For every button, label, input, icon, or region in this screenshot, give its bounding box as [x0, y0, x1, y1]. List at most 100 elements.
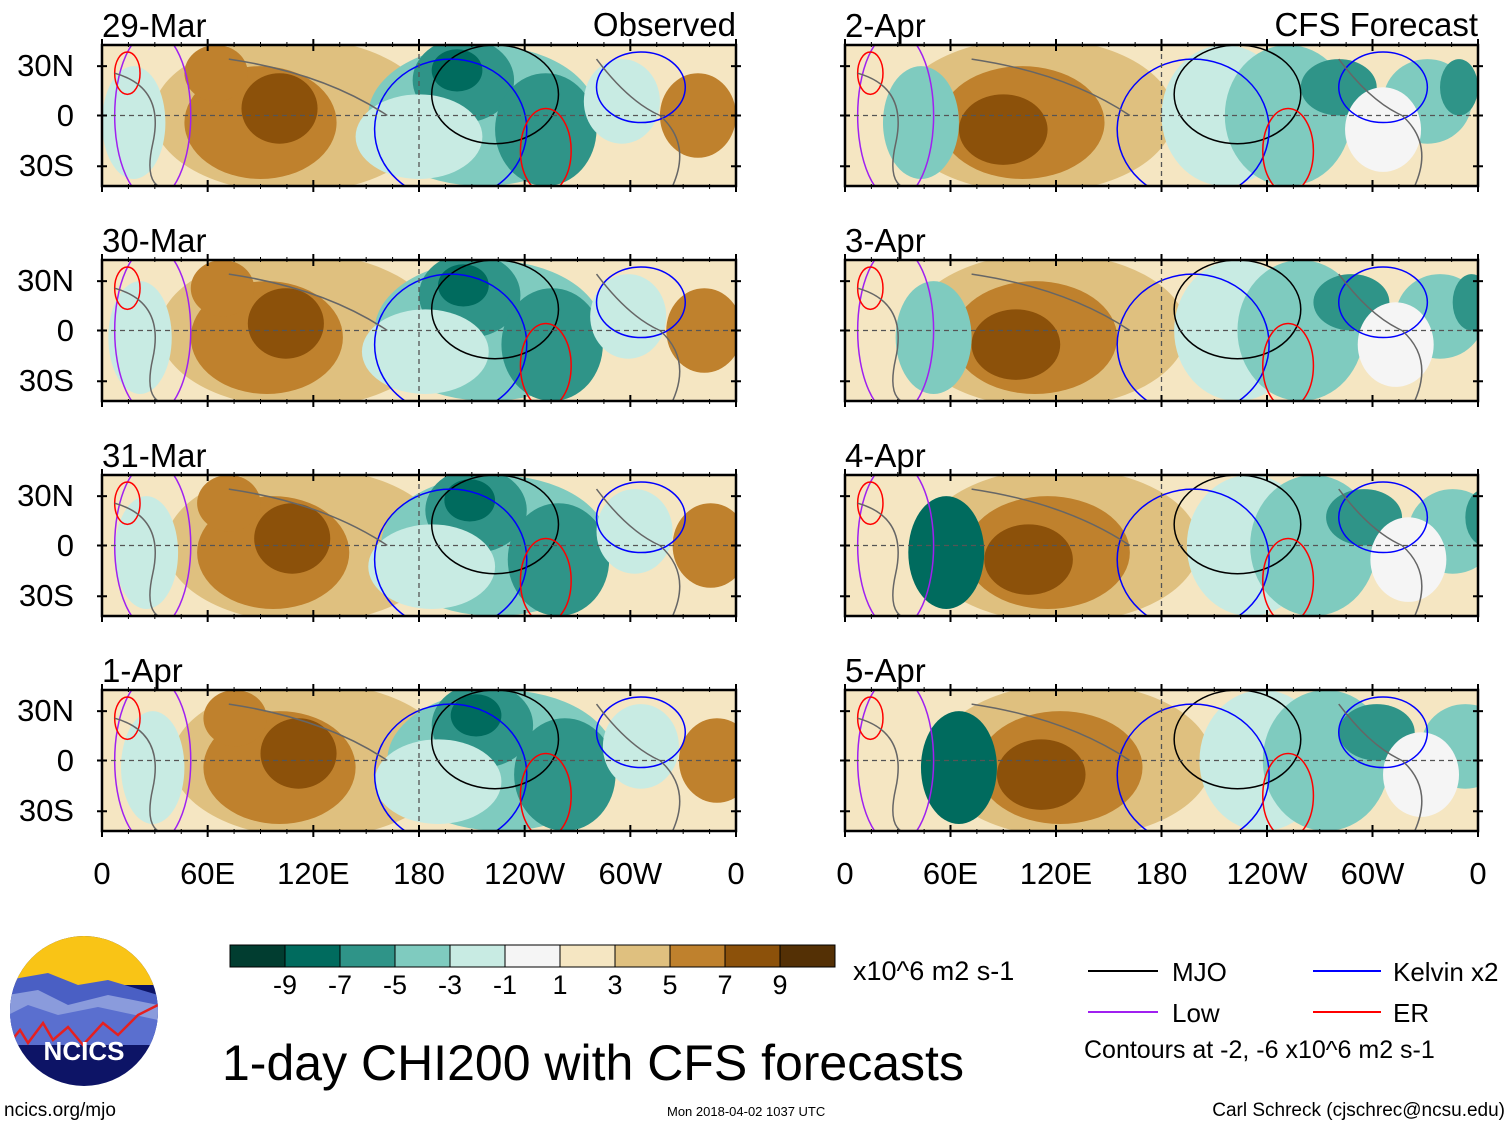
colorbar-label: -7 — [327, 970, 353, 1000]
coastline — [857, 58, 1423, 186]
anomaly-shading — [908, 496, 985, 609]
legend-mjo: MJO — [1172, 957, 1227, 987]
anomaly-shading — [190, 260, 255, 317]
anomaly-shading — [444, 479, 496, 522]
kelvin-contour — [1337, 51, 1429, 124]
anomaly-shading — [1452, 274, 1478, 331]
lon-tick-label: 120E — [277, 856, 350, 891]
anomaly-shading — [666, 288, 736, 373]
panel-date: 4-Apr — [845, 437, 926, 474]
kelvin-contour — [1337, 696, 1429, 769]
anomaly-shading — [958, 94, 1048, 165]
anomaly-shading — [1345, 87, 1422, 172]
map-panel — [97, 39, 741, 192]
footer-timestamp: Mon 2018-04-02 1037 UTC — [667, 1104, 826, 1119]
kelvin-contour — [595, 696, 687, 769]
coastline — [857, 273, 1423, 401]
kelvin-contour — [595, 266, 687, 339]
panel-date: 3-Apr — [845, 222, 926, 259]
anomaly-shading — [361, 309, 489, 394]
footer-author: Carl Schreck (cjschrec@ncsu.edu) — [1212, 1100, 1505, 1121]
anomaly-shading — [996, 739, 1086, 810]
kelvin-contour — [373, 703, 528, 831]
colorbar-label: -9 — [272, 970, 298, 1000]
legend-er: ER — [1393, 998, 1430, 1028]
er-contour — [1262, 322, 1315, 401]
colorbar-label: 7 — [717, 970, 733, 1000]
anomaly-shading — [203, 690, 267, 747]
mjo-line-swatch — [1088, 970, 1158, 972]
anomaly-shading — [197, 475, 261, 532]
lon-tick-label: 180 — [1135, 856, 1188, 891]
lat-tick-label: 30N — [17, 693, 74, 729]
panel-date: 1-Apr — [102, 652, 183, 689]
anomaly-shading — [602, 704, 679, 789]
panel-date: 5-Apr — [845, 652, 926, 689]
anomaly-shading — [596, 489, 673, 574]
anomaly-shading — [583, 59, 660, 144]
kelvin-contour — [595, 51, 687, 124]
anomaly-shading — [514, 718, 616, 831]
lat-tick-label: 30N — [17, 48, 74, 84]
lat-tick-label: 30N — [17, 478, 74, 514]
anomaly-shading — [241, 73, 318, 144]
contours-note: Contours at -2, -6 x10^6 m2 s-1 — [1084, 1036, 1435, 1064]
figure-title: 1-day CHI200 with CFS forecasts — [222, 1035, 964, 1091]
mjo-contour — [1173, 45, 1302, 145]
anomaly-shading — [672, 503, 736, 588]
anomaly-shading — [1357, 302, 1434, 387]
kelvin-contour — [373, 488, 528, 616]
kelvin-contour — [373, 273, 528, 401]
observed-header: Observed — [592, 6, 736, 43]
coastline — [114, 273, 681, 401]
lat-tick-label: 30S — [18, 578, 74, 614]
er-contour — [1262, 107, 1315, 186]
anomaly-shading — [507, 503, 610, 616]
map-panel — [97, 254, 741, 407]
er-contour — [519, 107, 572, 186]
anomaly-shading — [121, 711, 185, 824]
anomaly-shading — [368, 524, 496, 609]
mjo-contour — [430, 475, 560, 575]
lon-tick-label: 60E — [922, 856, 979, 891]
anomaly-shading — [882, 66, 959, 179]
anomaly-shading — [1440, 59, 1478, 116]
map-panel — [840, 254, 1483, 407]
anomaly-shading — [450, 694, 502, 737]
lon-tick-label: 60W — [598, 856, 663, 891]
anomaly-shading — [114, 496, 179, 609]
mjo-contour — [1173, 690, 1302, 790]
map-panel — [840, 469, 1483, 622]
anomaly-shading — [184, 45, 248, 102]
lon-tick-label: 180 — [393, 856, 445, 891]
anomaly-shading — [374, 739, 502, 824]
anomaly-shading — [971, 309, 1061, 380]
lon-tick-label: 120W — [484, 856, 566, 891]
mjo-contour — [430, 45, 560, 145]
er-contour — [1262, 537, 1315, 616]
lon-tick-label: 120W — [1226, 856, 1308, 891]
colorbar-label: 1 — [552, 970, 568, 1000]
kelvin-contour — [1116, 703, 1270, 831]
colorbar-label: -5 — [382, 970, 408, 1000]
lat-tick-label: 30S — [18, 793, 74, 829]
kelvin-contour — [1116, 58, 1270, 186]
colorbar-label: 9 — [772, 970, 788, 1000]
logo-text: NCICS — [44, 1036, 125, 1066]
panel-date: 30-Mar — [102, 222, 207, 259]
lat-tick-label: 0 — [56, 527, 74, 563]
map-panel — [840, 684, 1510, 837]
mjo-contour — [1173, 260, 1302, 360]
er-contour — [519, 322, 572, 401]
footer-url[interactable]: ncics.org/mjo — [4, 1100, 116, 1121]
lon-tick-label: 0 — [727, 856, 745, 891]
anomaly-shading — [1465, 490, 1478, 544]
mjo-contour — [1173, 475, 1302, 575]
anomaly-shading — [920, 711, 997, 824]
anomaly-shading — [1478, 704, 1510, 760]
anomaly-shading — [1370, 517, 1447, 602]
anomaly-shading — [247, 288, 324, 359]
coastline — [114, 58, 681, 186]
er-contour — [1262, 752, 1315, 831]
panel-date: 31-Mar — [102, 437, 207, 474]
